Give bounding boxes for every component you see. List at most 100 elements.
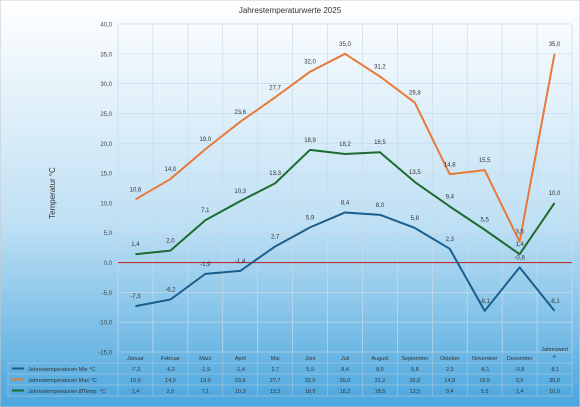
table-cell: 2,3: [446, 367, 454, 373]
grid: [117, 23, 573, 353]
y-tick-label: 40,0: [100, 23, 112, 29]
table-cell: 18,9: [305, 389, 316, 395]
data-label: 1,4: [515, 242, 524, 248]
table-cell: 2,7: [271, 367, 279, 373]
data-label: 10,3: [234, 189, 246, 195]
legend-entry: Jahrestemperaturen ØTemp. °C: [28, 389, 106, 395]
table-cell: 19,0: [200, 378, 211, 384]
data-label: 9,4: [446, 194, 455, 200]
data-label: 26,8: [409, 91, 421, 97]
table-cell: 10,3: [235, 389, 246, 395]
table-cell: 2,0: [167, 389, 175, 395]
data-label: 5,9: [306, 215, 315, 221]
x-category-label: Februar: [161, 356, 180, 362]
table-cell: 31,2: [375, 378, 386, 384]
table-cell: 9,4: [446, 389, 454, 395]
series-line-1: [134, 52, 556, 243]
table-cell: 32,0: [305, 378, 316, 384]
table-cell: 14,8: [444, 378, 455, 384]
y-tick-label: 5,0: [104, 231, 113, 237]
table-cell: 27,7: [270, 378, 281, 384]
data-labels: -7,3 -6,2 -1,9 -1,4 2,7 5,9 8,4 8,0 5,8 2,3 -8,1 -0…: [130, 42, 561, 305]
data-label: 18,9: [304, 138, 316, 144]
x-category-label: November: [472, 356, 498, 362]
data-label: 35,0: [339, 42, 351, 48]
table-cell: 23,6: [235, 378, 246, 384]
table-cell: 14,0: [165, 378, 176, 384]
legend-entry: Jahrestemperaturen Min °C: [28, 367, 95, 373]
y-tick-label: 0,0: [104, 261, 113, 267]
y-axis-label: Temperatur °C: [48, 167, 57, 219]
data-label: -1,4: [235, 259, 246, 265]
x-category-label: Oktober: [440, 356, 460, 362]
y-tick-label: 25,0: [100, 112, 112, 118]
data-label: 18,5: [374, 140, 386, 146]
table-cell: 8,4: [341, 367, 349, 373]
data-label: 8,4: [341, 200, 350, 206]
data-label: 7,1: [201, 208, 210, 214]
data-label: 31,2: [374, 64, 386, 70]
data-label: 5,5: [481, 218, 490, 224]
table-cell: 10,0: [549, 389, 560, 395]
table-cell: -0,8: [515, 367, 524, 373]
table-cell: -1,9: [201, 367, 210, 373]
data-label: -8,1: [549, 299, 560, 305]
table-cell: -1,4: [235, 367, 244, 373]
data-label: -6,2: [165, 288, 176, 294]
data-label: 2,7: [271, 234, 280, 240]
data-label: -1,9: [200, 262, 211, 268]
y-tick-label: 10,0: [100, 201, 112, 207]
table-cell: 5,9: [306, 367, 314, 373]
x-category-label: Januar: [127, 356, 144, 362]
y-tick-label: -15,0: [98, 351, 112, 357]
y-tick-label: 35,0: [100, 52, 112, 58]
data-label: 15,5: [479, 158, 491, 164]
table-cell: 3,5: [516, 378, 524, 384]
x-category-label: September: [401, 356, 428, 362]
data-table: Januar Februar März April Mai Juni Juli August S…: [7, 347, 573, 397]
table-cell: 35,0: [549, 378, 560, 384]
table-cell: 5,8: [411, 367, 419, 373]
table-cell: 13,5: [409, 389, 420, 395]
data-label: 5,8: [411, 216, 420, 222]
x-category-label: März: [199, 356, 211, 362]
table-cell: 18,2: [340, 389, 351, 395]
table-cell: 1,4: [516, 389, 524, 395]
data-label: 2,0: [166, 239, 175, 245]
table-cell: 1,4: [132, 389, 140, 395]
data-label: 2,3: [446, 237, 455, 243]
data-label: 14,0: [165, 167, 177, 173]
data-label: -8,1: [480, 299, 491, 305]
table-cell: -6,2: [166, 367, 175, 373]
data-label: 10,0: [549, 191, 561, 197]
x-category-label: Dezember: [507, 356, 533, 362]
data-label: 27,7: [269, 85, 281, 91]
chart-title: Jahrestemperaturwerte 2025: [239, 6, 342, 15]
data-label: 8,0: [376, 203, 385, 209]
table-cell: 5,5: [481, 389, 489, 395]
data-label: 13,3: [269, 171, 281, 177]
data-label: 1,4: [131, 242, 140, 248]
y-tick-label: -5,0: [102, 291, 113, 297]
data-label: 14,8: [444, 162, 456, 168]
data-label: 13,5: [409, 170, 421, 176]
y-tick-label: 30,0: [100, 82, 112, 88]
table-cell: 18,5: [375, 389, 386, 395]
x-category-label: Juni: [305, 356, 315, 362]
series-line-2: [135, 148, 556, 256]
data-label: 10,6: [130, 187, 142, 193]
data-label: 18,2: [339, 142, 351, 148]
data-label: 23,6: [234, 110, 246, 116]
x-category-label: April: [235, 356, 246, 362]
table-cell: 15,5: [479, 378, 490, 384]
y-tick-label: 15,0: [100, 172, 112, 178]
data-label: 32,0: [304, 60, 316, 66]
y-tick-labels: -15,0 -10,0 -5,0 0,0 5,0 10,0 15,0 20,0 25,0 30,0…: [98, 23, 112, 357]
x-category-label: August: [371, 356, 389, 362]
table-cell: 13,3: [270, 389, 281, 395]
table-cell: 10,6: [130, 378, 141, 384]
legend-entry: Jahrestemperaturen Max °C: [28, 378, 97, 384]
x-category-label: Jahreswert e: [541, 347, 568, 360]
table-cell: 35,0: [340, 378, 351, 384]
series-line-0: [135, 211, 556, 312]
